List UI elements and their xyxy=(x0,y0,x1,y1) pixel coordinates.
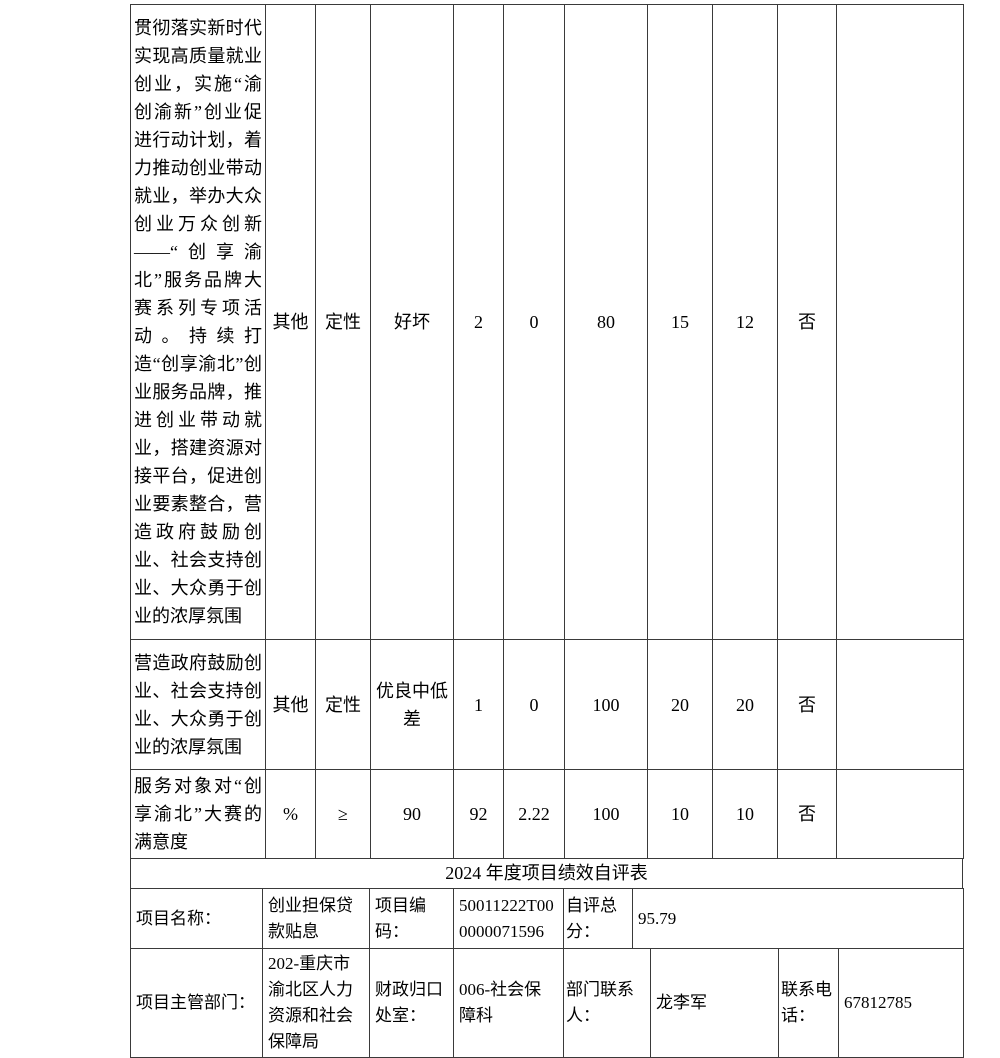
indicator-row: 贯彻落实新时代实现高质量就业创业，实施“渝创渝新”创业促进行动计划，着力推动创业… xyxy=(130,4,964,640)
page-title: 2024 年度项目绩效自评表 xyxy=(130,858,963,889)
indicator-cell: 优良中低差 xyxy=(370,639,454,770)
indicator-cell: 15 xyxy=(647,4,713,640)
indicator-description-cell: 贯彻落实新时代实现高质量就业创业，实施“渝创渝新”创业促进行动计划，着力推动创业… xyxy=(130,4,266,640)
indicator-cell: 其他 xyxy=(265,639,316,770)
indicator-cell: 90 xyxy=(370,769,454,859)
indicator-cell: 其他 xyxy=(265,4,316,640)
indicator-row: 营造政府鼓励创业、社会支持创业、大众勇于创业的浓厚氛围 其他 定性 优良中低差 … xyxy=(130,639,964,770)
indicator-cell: 好坏 xyxy=(370,4,454,640)
finance-office-value: 006-社会保障科 xyxy=(453,948,564,1058)
project-name-row: 项目名称： 创业担保贷款贴息 项目编码： 50011222T0000000715… xyxy=(130,888,964,949)
title-row: 2024 年度项目绩效自评表 xyxy=(130,858,963,889)
indicator-cell: 100 xyxy=(564,769,648,859)
indicator-cell: 定性 xyxy=(315,4,371,640)
indicator-cell: 否 xyxy=(777,639,837,770)
indicator-cell: 92 xyxy=(453,769,504,859)
indicator-cell: 20 xyxy=(647,639,713,770)
indicator-cell: 100 xyxy=(564,639,648,770)
indicator-cell: % xyxy=(265,769,316,859)
finance-office-label: 财政归口处室： xyxy=(369,948,454,1058)
indicator-cell: 0 xyxy=(503,639,565,770)
indicator-cell: ≥ xyxy=(315,769,371,859)
contact-person-label: 部门联系人： xyxy=(563,948,651,1058)
indicator-cell: 12 xyxy=(712,4,778,640)
indicator-cell: 定性 xyxy=(315,639,371,770)
phone-label: 联系电话： xyxy=(778,948,839,1058)
document-page: 贯彻落实新时代实现高质量就业创业，实施“渝创渝新”创业促进行动计划，着力推动创业… xyxy=(130,4,964,1058)
self-score-value: 95.79 xyxy=(632,888,964,949)
indicator-description-cell: 营造政府鼓励创业、社会支持创业、大众勇于创业的浓厚氛围 xyxy=(130,639,266,770)
indicator-cell: 20 xyxy=(712,639,778,770)
indicator-cell: 否 xyxy=(777,769,837,859)
self-score-label: 自评总分： xyxy=(563,888,633,949)
indicator-row: 服务对象对“创享渝北”大赛的满意度 % ≥ 90 92 2.22 100 10 … xyxy=(130,769,964,859)
project-code-label: 项目编码： xyxy=(369,888,454,949)
indicator-description-cell: 服务对象对“创享渝北”大赛的满意度 xyxy=(130,769,266,859)
title-band: 2024 年度项目绩效自评表 xyxy=(130,858,963,889)
indicator-cell: 2 xyxy=(453,4,504,640)
contact-person-value: 龙李军 xyxy=(650,948,779,1058)
indicator-empty-cell xyxy=(836,639,964,770)
indicator-cell: 0 xyxy=(503,4,565,640)
indicator-cell: 80 xyxy=(564,4,648,640)
indicator-empty-cell xyxy=(836,769,964,859)
project-info-table: 项目名称： 创业担保贷款贴息 项目编码： 50011222T0000000715… xyxy=(130,888,964,1058)
dept-value: 202-重庆市渝北区人力资源和社会保障局 xyxy=(262,948,370,1058)
project-name-value: 创业担保贷款贴息 xyxy=(262,888,370,949)
indicator-cell: 1 xyxy=(453,639,504,770)
project-dept-row: 项目主管部门： 202-重庆市渝北区人力资源和社会保障局 财政归口处室： 006… xyxy=(130,948,964,1058)
project-name-label: 项目名称： xyxy=(130,888,263,949)
indicator-cell: 否 xyxy=(777,4,837,640)
indicator-cell: 10 xyxy=(647,769,713,859)
indicator-empty-cell xyxy=(836,4,964,640)
dept-label: 项目主管部门： xyxy=(130,948,263,1058)
indicator-cell: 10 xyxy=(712,769,778,859)
project-code-value: 50011222T000000071596 xyxy=(453,888,564,949)
indicator-table: 贯彻落实新时代实现高质量就业创业，实施“渝创渝新”创业促进行动计划，着力推动创业… xyxy=(130,4,964,859)
phone-value: 67812785 xyxy=(838,948,964,1058)
indicator-cell: 2.22 xyxy=(503,769,565,859)
